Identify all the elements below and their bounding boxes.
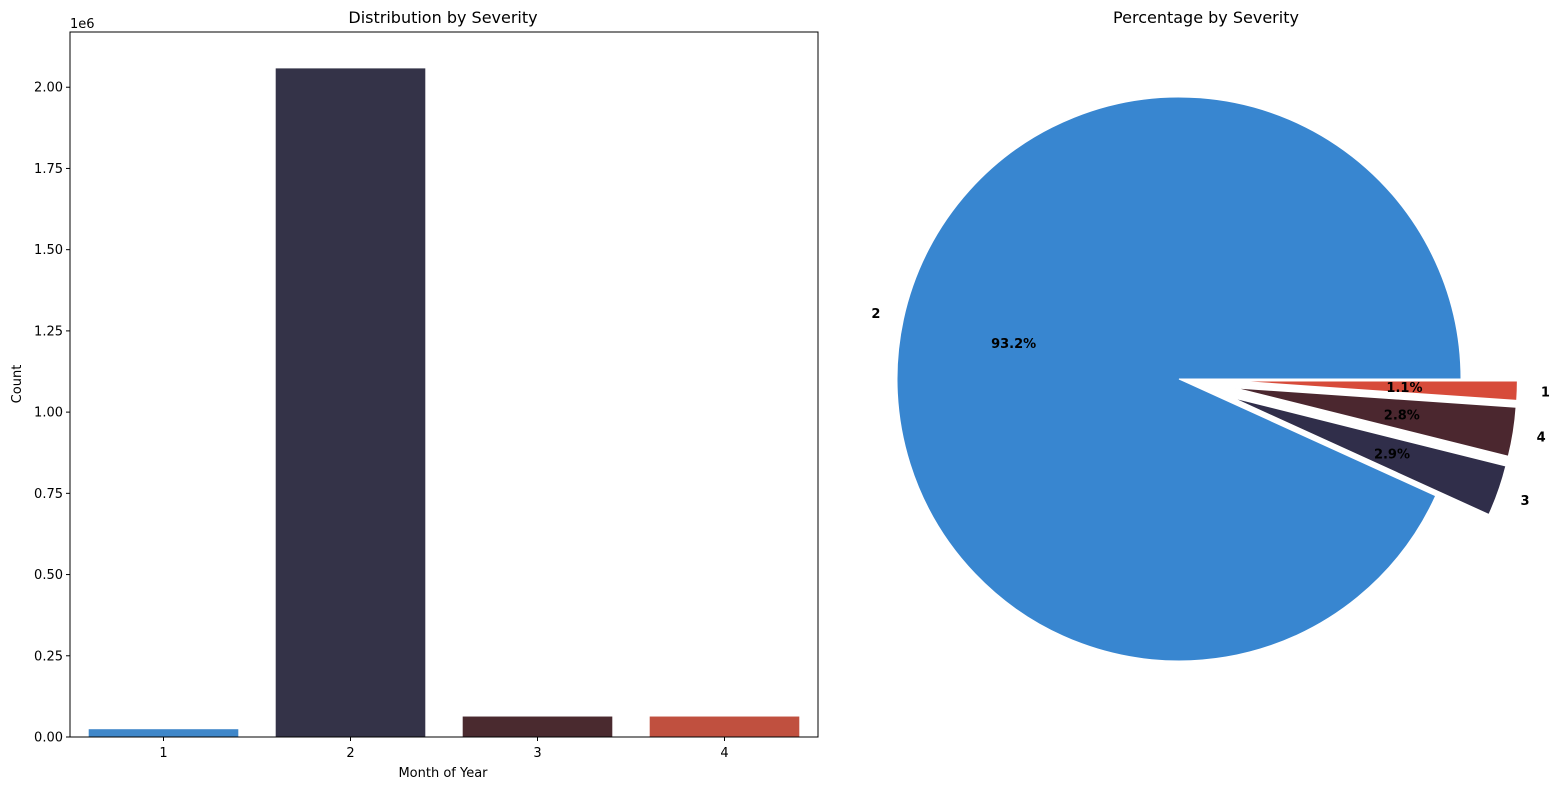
y-tick-label: 0.75 — [34, 487, 63, 502]
pie-chart-title: Percentage by Severity — [1113, 8, 1299, 27]
y-axis-label: Count — [10, 365, 25, 404]
pie-category-label: 4 — [1537, 430, 1546, 445]
pie-slice-1 — [1235, 380, 1518, 401]
pie-pct-label: 93.2% — [991, 337, 1036, 352]
y-tick-label: 0.00 — [34, 731, 63, 746]
pie-slice-4 — [1234, 387, 1517, 457]
x-tick-label: 2 — [346, 746, 354, 761]
plot-frame — [69, 31, 819, 738]
y-tick-label: 1.00 — [34, 406, 63, 421]
y-axis-offset-label: 1e6 — [70, 17, 95, 32]
x-axis-label: Month of Year — [398, 766, 488, 781]
y-tick-label: 1.50 — [34, 243, 63, 258]
y-tick-label: 2.00 — [34, 81, 63, 96]
bar-1 — [88, 729, 239, 737]
pie-category-label: 1 — [1541, 386, 1550, 401]
bar-3 — [462, 716, 613, 737]
bar-2 — [275, 68, 426, 738]
pie-slice-3 — [1232, 397, 1507, 516]
pie-chart: Percentage by Severity 93.2% 2 2.9% 3 2.8% 4 1… — [871, 8, 1550, 662]
bar-chart: Distribution by Severity 1e6 0.00 0.25 0.5… — [10, 8, 819, 781]
y-tick-label: 0.25 — [34, 649, 63, 664]
y-tick-label: 1.75 — [34, 162, 63, 177]
bar-chart-title: Distribution by Severity — [348, 8, 537, 27]
y-tick-label: 0.50 — [34, 568, 63, 583]
pie-pct-label: 1.1% — [1386, 381, 1422, 396]
x-tick-label: 4 — [720, 746, 728, 761]
pie-category-label: 2 — [871, 307, 880, 322]
pie-category-label: 3 — [1521, 494, 1530, 509]
x-tick-label: 3 — [533, 746, 541, 761]
x-tick-label: 1 — [159, 746, 167, 761]
bar-4 — [649, 716, 800, 737]
pie-slice-2 — [896, 96, 1462, 662]
y-tick-label: 1.25 — [34, 324, 63, 339]
pie-pct-label: 2.9% — [1374, 447, 1410, 462]
pie-pct-label: 2.8% — [1384, 408, 1420, 423]
